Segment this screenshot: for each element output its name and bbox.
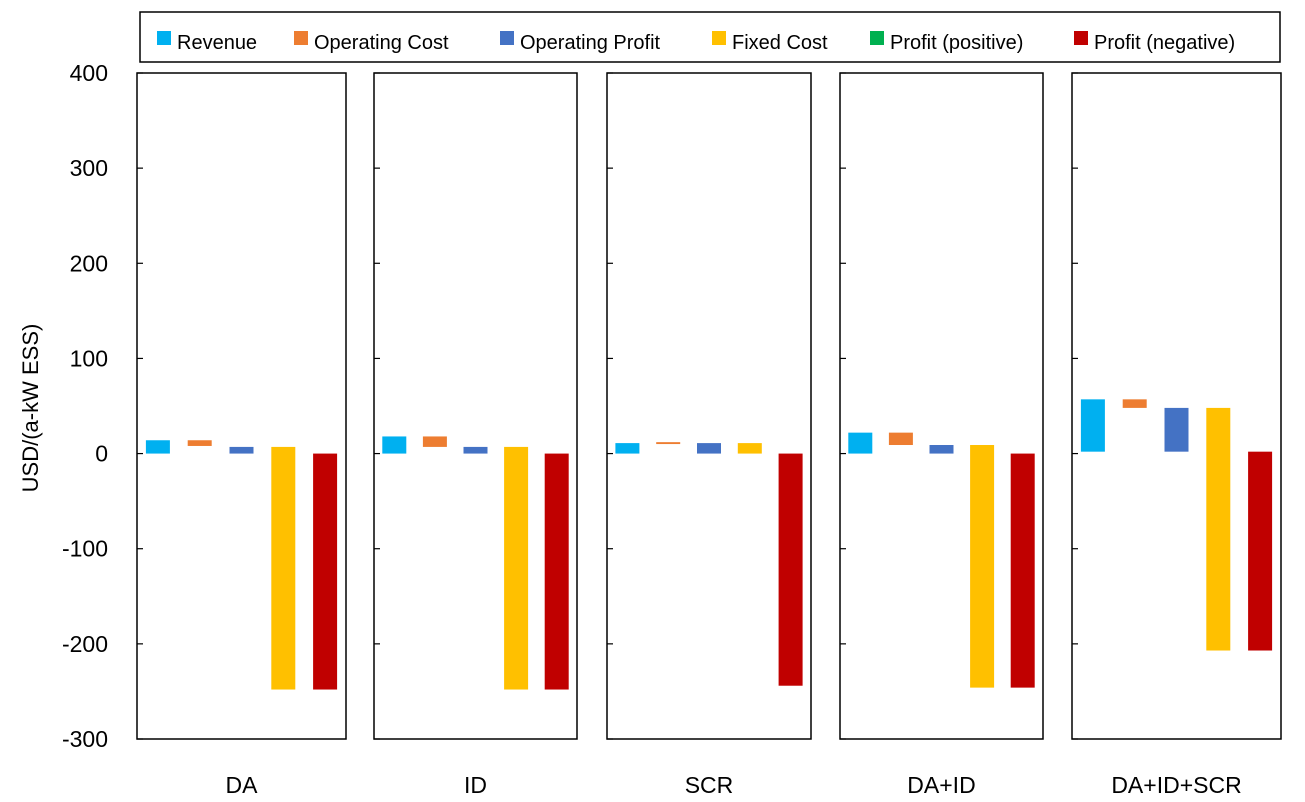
panel-scr: SCR xyxy=(606,72,812,798)
y-tick-label: -200 xyxy=(62,631,108,657)
legend-label: Fixed Cost xyxy=(732,32,828,54)
legend-swatch xyxy=(712,31,726,45)
legend-label: Profit (positive) xyxy=(890,32,1023,54)
bar-fixed-cost xyxy=(970,445,995,688)
bar-operating-cost xyxy=(422,436,447,447)
bar-operating-profit xyxy=(1164,407,1189,452)
legend-swatch xyxy=(294,31,308,45)
y-axis-label: USD/(a-kW ESS) xyxy=(18,324,43,493)
panel-id: ID xyxy=(373,72,578,798)
y-tick-label: -100 xyxy=(62,536,108,562)
bar-fixed-cost xyxy=(271,446,296,690)
bar-fixed-cost xyxy=(737,443,762,454)
category-label: ID xyxy=(464,772,487,798)
bar-operating-cost xyxy=(656,442,681,445)
legend-label: Profit (negative) xyxy=(1094,32,1235,54)
y-tick-label: -300 xyxy=(62,726,108,752)
legend-swatch xyxy=(1074,31,1088,45)
y-tick-label: 400 xyxy=(70,60,108,86)
bar-revenue xyxy=(145,440,170,454)
bar-profit-negative xyxy=(544,453,569,690)
bar-profit-negative xyxy=(778,453,803,686)
panel-da-id-scr: DA+ID+SCR xyxy=(1071,72,1282,798)
bar-revenue xyxy=(382,436,407,454)
y-tick-label: 300 xyxy=(70,155,108,181)
y-tick-label: 100 xyxy=(70,345,108,371)
panel-frame xyxy=(1071,72,1282,740)
category-label: DA+ID+SCR xyxy=(1111,772,1241,798)
legend-box xyxy=(139,11,1281,63)
y-axis: 400 300 200 100 0 -100 -200 -300 xyxy=(62,60,108,752)
legend-label: Revenue xyxy=(177,32,257,54)
panel-frame xyxy=(606,72,812,740)
bar-fixed-cost xyxy=(1206,407,1231,651)
legend-label: Operating Cost xyxy=(314,32,449,54)
panel-da: DA xyxy=(136,72,347,798)
bar-operating-cost xyxy=(187,440,212,446)
bar-profit-negative xyxy=(313,453,338,690)
y-tick-label: 200 xyxy=(70,250,108,276)
category-label: DA+ID xyxy=(907,772,975,798)
panel-frame xyxy=(136,72,347,740)
panels: DA ID SCR DA+ID DA+ID+SCR xyxy=(136,72,1282,798)
category-label: SCR xyxy=(685,772,734,798)
panel-frame xyxy=(839,72,1044,740)
bar-revenue xyxy=(615,443,640,454)
bar-operating-profit xyxy=(463,446,488,454)
category-label: DA xyxy=(226,772,259,798)
bar-revenue xyxy=(1080,399,1105,452)
bar-profit-negative xyxy=(1010,453,1035,688)
legend-swatch xyxy=(870,31,884,45)
panel-frame xyxy=(373,72,578,740)
bar-operating-cost xyxy=(888,432,913,446)
legend-label: Operating Profit xyxy=(520,32,661,54)
legend: Revenue Operating Cost Operating Profit Fix… xyxy=(139,11,1281,63)
bar-revenue xyxy=(848,432,873,454)
bar-operating-profit xyxy=(229,446,254,454)
bar-operating-cost xyxy=(1122,399,1147,408)
bar-profit-negative xyxy=(1248,451,1273,651)
legend-swatch xyxy=(157,31,171,45)
bar-operating-profit xyxy=(929,445,954,454)
bar-operating-profit xyxy=(697,443,721,454)
y-tick-label: 0 xyxy=(95,441,108,467)
legend-swatch xyxy=(500,31,514,45)
panel-da-id: DA+ID xyxy=(839,72,1044,798)
bar-fixed-cost xyxy=(504,446,529,690)
